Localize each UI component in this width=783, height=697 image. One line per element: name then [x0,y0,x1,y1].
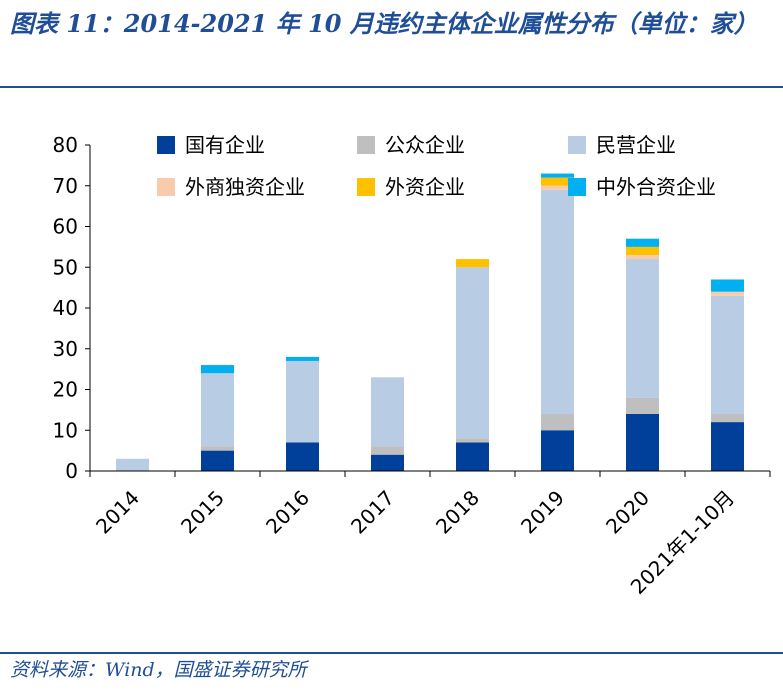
bar-segment [541,177,574,186]
bar-segment [711,422,744,471]
bar-segment [711,279,744,292]
y-tick-label: 10 [53,418,78,442]
bar-segment [626,238,659,247]
legend-label: 外商独资企业 [185,175,305,199]
bar-segment [286,356,319,361]
x-tick-label: 2014 [91,486,144,539]
bar-segment [711,291,744,296]
bar-segment [456,438,489,443]
bar-segment [541,189,574,414]
bar-segment [541,413,574,431]
y-tick-label: 70 [53,174,78,198]
y-tick-label: 80 [53,133,78,157]
bar-segment [286,442,319,471]
bar-segment [541,173,574,178]
legend-label: 公众企业 [385,133,465,157]
bar-segment [456,259,489,268]
legend-swatch [357,178,375,196]
bar-segment [711,295,744,414]
legend-swatch [568,178,586,196]
y-axis: 0 10 20 30 40 50 60 70 80 [53,133,91,483]
y-tick-label: 0 [65,459,78,483]
x-tick-label: 2015 [176,486,229,539]
y-tick-label: 40 [53,296,78,320]
bar-segment [626,255,659,260]
y-tick-label: 50 [53,255,78,279]
bars [116,173,744,471]
bar-segment [626,259,659,398]
legend-label: 民营企业 [596,133,676,157]
legend-swatch [157,178,175,196]
bar-segment [201,450,234,471]
bar-segment [626,246,659,256]
bar-segment [456,267,489,439]
x-tick-label: 2019 [516,486,569,539]
bar-segment [286,360,319,443]
header-divider [0,86,783,88]
legend-label: 中外合资企业 [596,175,716,199]
legend-swatch [568,136,586,154]
bar-segment [201,373,234,447]
stacked-bar-chart: 0 10 20 30 40 50 60 70 80 2014 2015 2016 2017 2018 20… [53,133,771,599]
bar-segment [371,454,404,471]
y-tick-label: 30 [53,337,78,361]
legend-label: 国有企业 [185,133,265,157]
x-tick-label: 2020 [601,486,654,539]
footer-divider [0,652,783,654]
bar-segment [541,430,574,471]
bar-segment [371,377,404,447]
bar-segment [626,397,659,414]
chart-title: 图表 11：2014-2021 年 10 月违约主体企业属性分布（单位：家） [10,9,758,38]
bar-segment [201,365,234,374]
bar-segment [116,458,149,471]
y-tick-label: 60 [53,215,78,239]
x-tick-label: 2016 [261,486,314,539]
x-tick-label: 2017 [346,486,399,539]
bar-segment [456,442,489,471]
bar-segment [711,413,744,423]
bar-segment [371,446,404,455]
bar-segment [626,413,659,471]
legend-label: 外资企业 [385,175,465,199]
bar-segment [201,446,234,451]
source-note: 资料来源：Wind，国盛证券研究所 [10,659,307,681]
legend-swatch [157,136,175,154]
y-tick-label: 20 [53,378,78,402]
x-tick-label: 2018 [431,486,484,539]
bar-segment [541,185,574,190]
legend-swatch [357,136,375,154]
